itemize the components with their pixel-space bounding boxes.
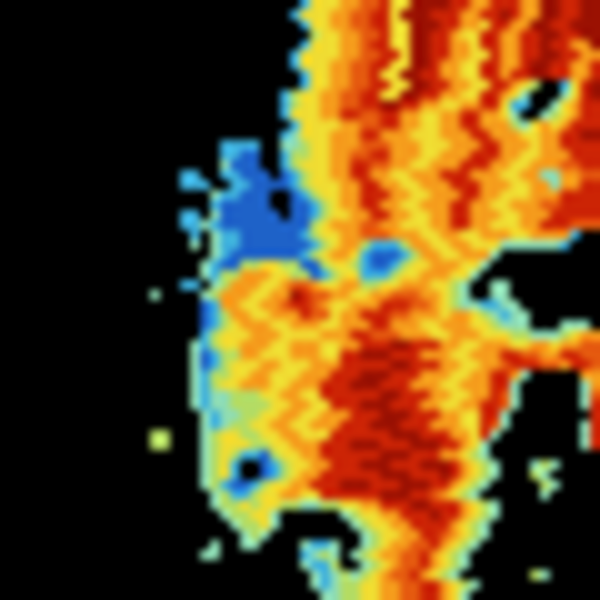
heatmap-canvas	[0, 0, 600, 600]
heatmap-figure	[0, 0, 600, 600]
